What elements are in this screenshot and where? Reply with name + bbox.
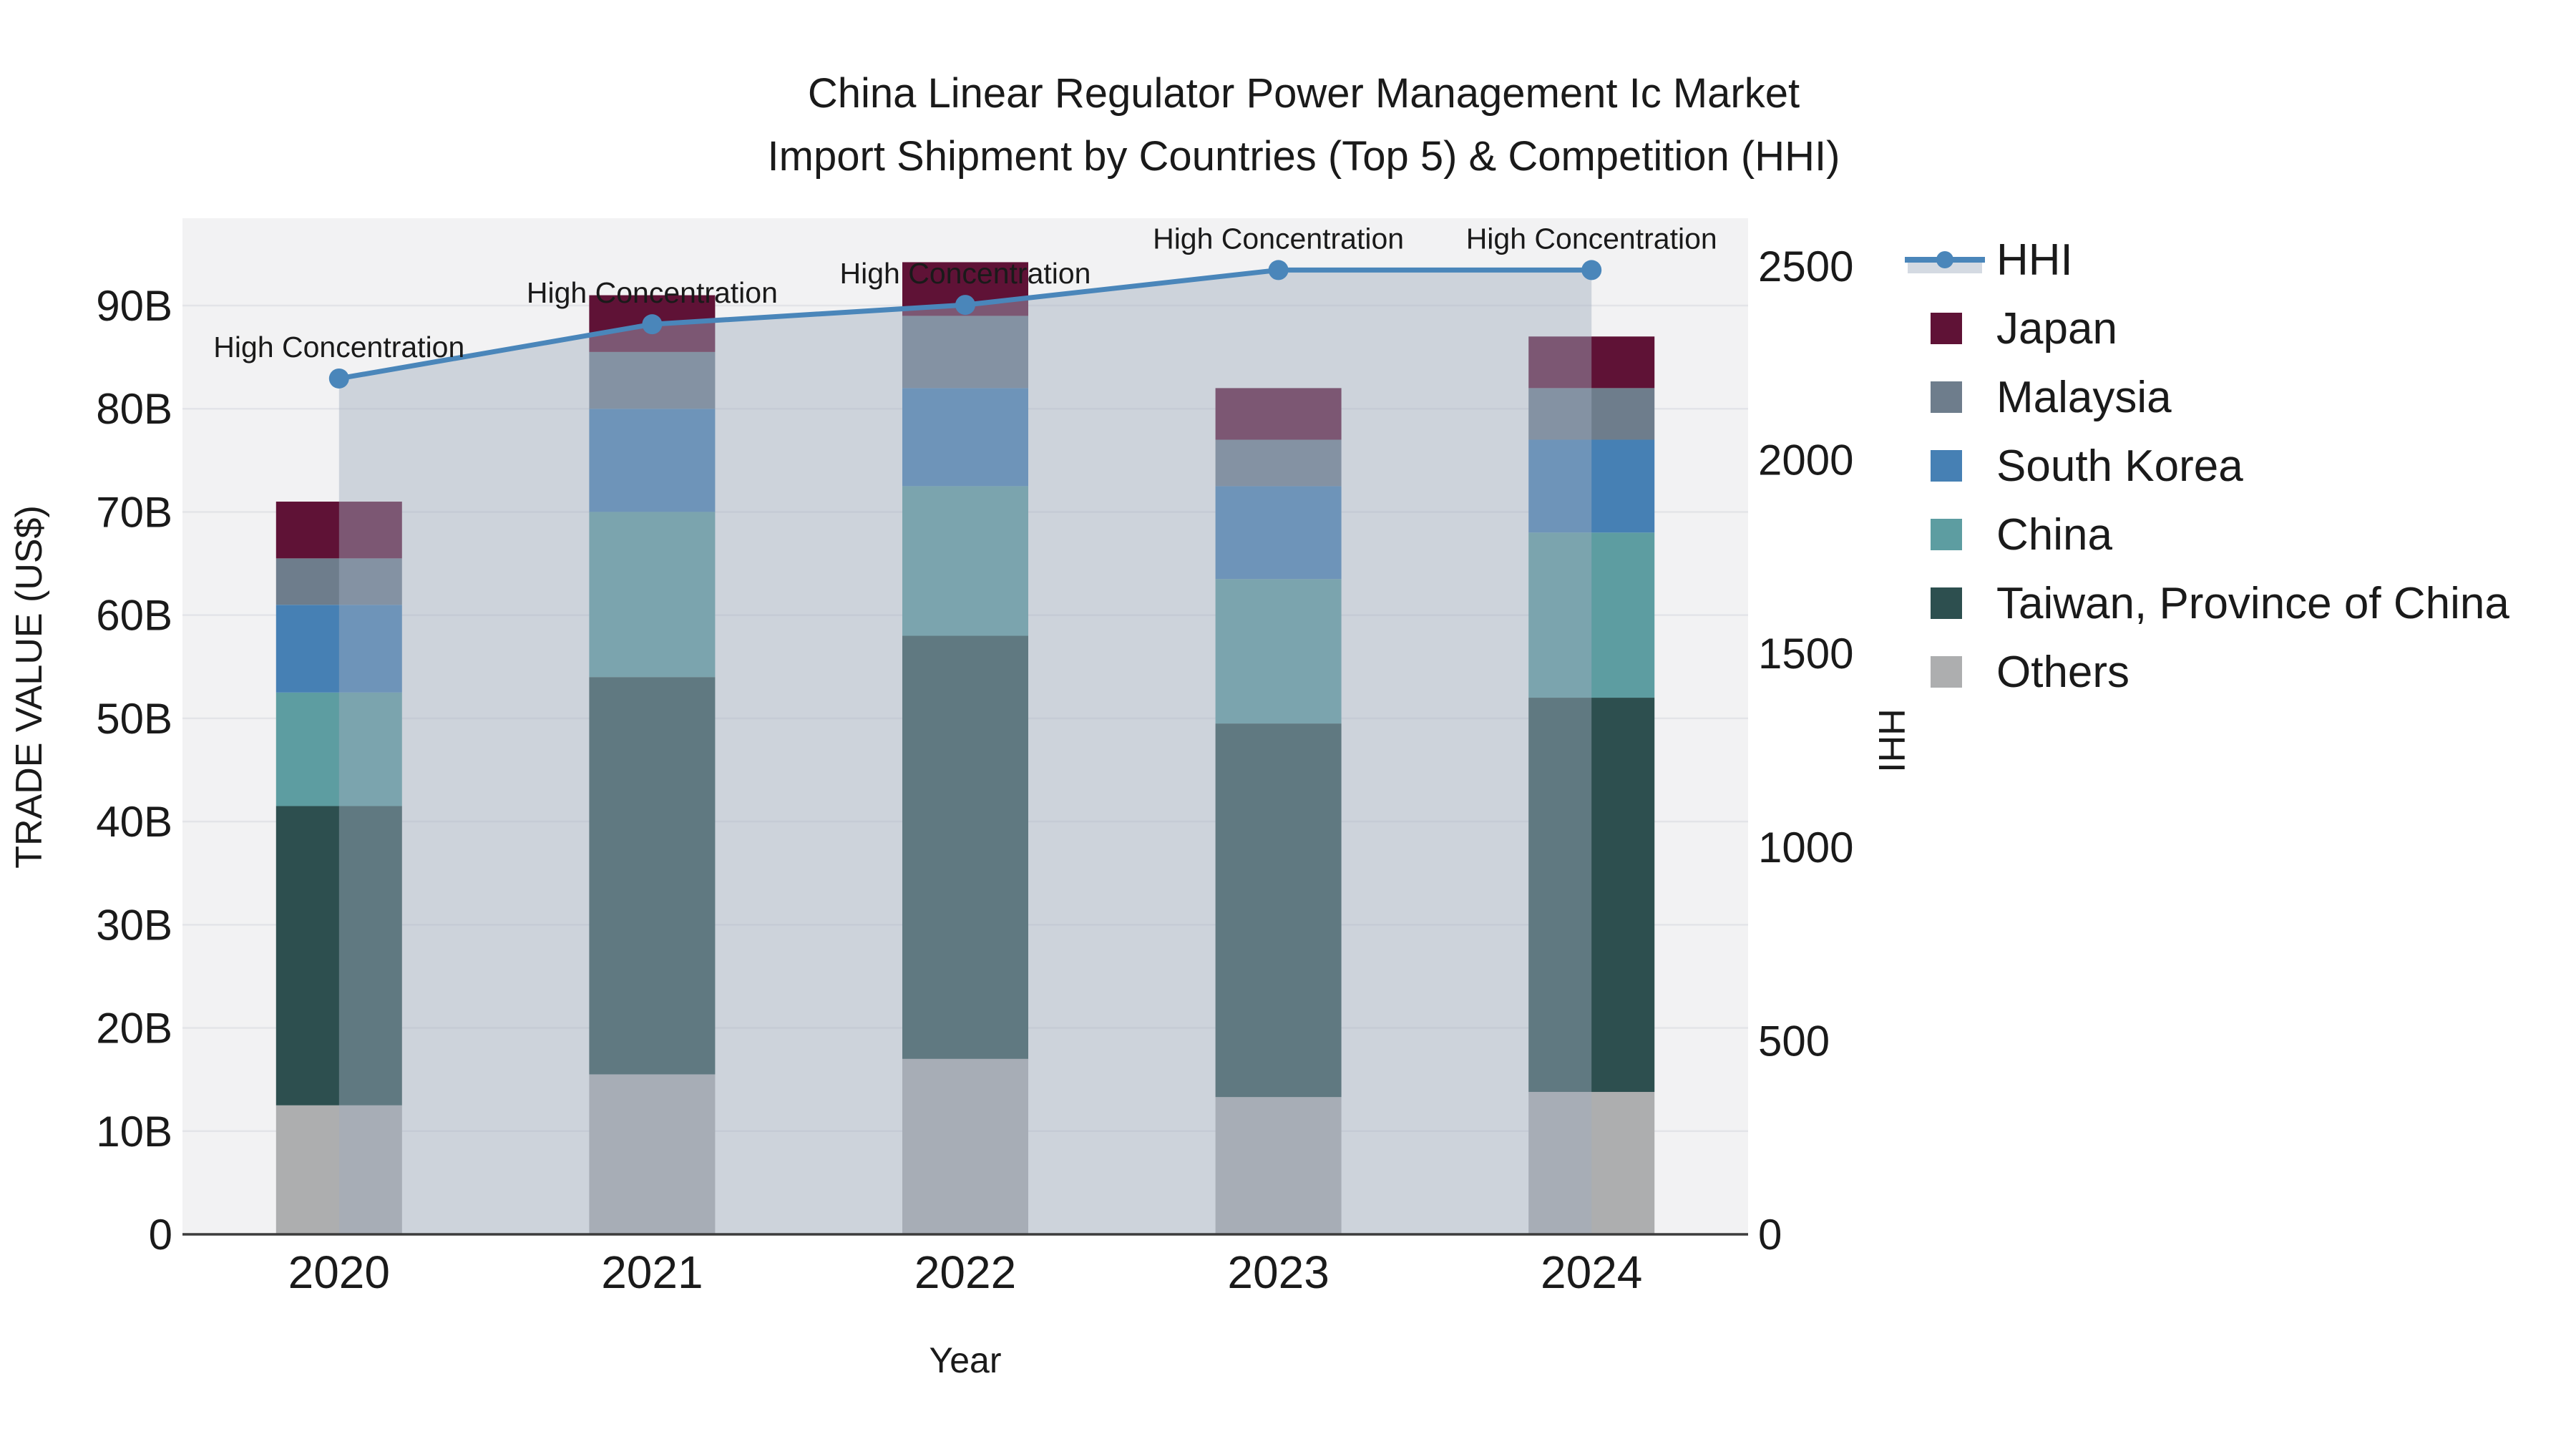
bar-2024-malaysia[interactable] xyxy=(1528,388,1655,440)
bar-2020-japan[interactable] xyxy=(275,502,402,559)
right-tick-1500: 1500 xyxy=(1758,630,1853,678)
x-tick-2024: 2024 xyxy=(1541,1246,1642,1298)
legend-item-china[interactable]: China xyxy=(1931,510,2113,560)
bar-2024-china[interactable] xyxy=(1528,532,1655,698)
bar-2021-south-korea[interactable] xyxy=(589,409,716,512)
legend-item-japan[interactable]: Japan xyxy=(1931,304,2117,353)
legend-swatch-malaysia xyxy=(1931,381,1962,413)
legend-label-south-korea: South Korea xyxy=(1996,441,2243,491)
bar-2020-others[interactable] xyxy=(275,1105,402,1234)
legend: HHI Japan Malaysia South Korea China Taiwan, … xyxy=(1905,235,2509,697)
legend-swatch-others xyxy=(1931,656,1962,688)
left-tick-70B: 70B xyxy=(96,488,172,536)
hhi-marker-2020[interactable] xyxy=(328,368,349,389)
bar-2023-taiwan-province-of-china[interactable] xyxy=(1215,723,1342,1098)
bar-2024-others[interactable] xyxy=(1528,1091,1655,1234)
bar-2022-others[interactable] xyxy=(902,1058,1028,1234)
bar-2022-south-korea[interactable] xyxy=(902,388,1028,487)
right-tick-500: 500 xyxy=(1758,1017,1830,1065)
legend-item-malaysia[interactable]: Malaysia xyxy=(1931,373,2172,422)
left-tick-60B: 60B xyxy=(96,592,172,640)
x-tick-2022: 2022 xyxy=(914,1246,1016,1298)
bar-2022-china[interactable] xyxy=(902,486,1028,636)
left-axis-label: TRADE VALUE (US$) xyxy=(9,505,50,869)
hhi-marker-2022[interactable] xyxy=(955,295,975,316)
bar-2024-south-korea[interactable] xyxy=(1528,439,1655,533)
legend-label-china: China xyxy=(1996,510,2113,560)
hhi-marker-2024[interactable] xyxy=(1581,260,1602,280)
legend-item-others[interactable]: Others xyxy=(1931,648,2129,697)
right-tick-2500: 2500 xyxy=(1758,243,1853,291)
legend-swatch-taiwan-province-of-china xyxy=(1931,587,1962,619)
bar-2022-taiwan-province-of-china[interactable] xyxy=(902,635,1028,1059)
hhi-marker-2021[interactable] xyxy=(642,314,663,335)
legend-item-south-korea[interactable]: South Korea xyxy=(1931,441,2243,491)
x-tick-2023: 2023 xyxy=(1227,1246,1329,1298)
legend-label-malaysia: Malaysia xyxy=(1996,373,2172,422)
legend-item-hhi[interactable]: HHI xyxy=(1905,235,2073,285)
left-tick-50B: 50B xyxy=(96,695,172,743)
annotation-2021: High Concentration xyxy=(527,276,778,309)
bar-2021-taiwan-province-of-china[interactable] xyxy=(589,677,716,1075)
hhi-area-fill xyxy=(338,270,1592,1234)
bar-2020-china[interactable] xyxy=(275,692,402,806)
bar-2021-others[interactable] xyxy=(589,1074,716,1234)
bar-2023-others[interactable] xyxy=(1215,1097,1342,1234)
bar-2023-china[interactable] xyxy=(1215,579,1342,724)
bar-2020-taiwan-province-of-china[interactable] xyxy=(275,806,402,1106)
hhi-marker-2023[interactable] xyxy=(1268,260,1289,280)
bars xyxy=(275,262,1655,1234)
right-tick-2000: 2000 xyxy=(1758,436,1853,484)
legend-label-japan: Japan xyxy=(1996,304,2117,353)
left-tick-90B: 90B xyxy=(96,282,172,330)
chart-title-line2: Import Shipment by Countries (Top 5) & C… xyxy=(768,133,1840,180)
bar-2020-south-korea[interactable] xyxy=(275,605,402,693)
bar-2023-japan[interactable] xyxy=(1215,388,1342,440)
legend-swatch-south-korea xyxy=(1931,450,1962,482)
x-axis-label: Year xyxy=(929,1340,1001,1380)
bar-2020-malaysia[interactable] xyxy=(275,558,402,605)
bar-2023-south-korea[interactable] xyxy=(1215,486,1342,580)
left-tick-40B: 40B xyxy=(96,798,172,846)
legend-label-hhi: HHI xyxy=(1996,235,2073,285)
left-tick-0: 0 xyxy=(149,1211,172,1259)
bar-2021-china[interactable] xyxy=(589,512,716,678)
bar-2023-malaysia[interactable] xyxy=(1215,439,1342,487)
right-tick-0: 0 xyxy=(1758,1211,1782,1259)
left-tick-30B: 30B xyxy=(96,901,172,949)
chart-title-line1: China Linear Regulator Power Management … xyxy=(808,70,1800,117)
right-axis-label: HHI xyxy=(1870,708,1912,773)
annotation-2020: High Concentration xyxy=(213,331,464,364)
annotation-2022: High Concentration xyxy=(840,257,1091,290)
legend-label-taiwan-province-of-china: Taiwan, Province of China xyxy=(1996,579,2509,628)
legend-hhi-marker-icon xyxy=(1936,251,1953,268)
legend-item-taiwan-province-of-china[interactable]: Taiwan, Province of China xyxy=(1931,579,2509,628)
annotation-2023: High Concentration xyxy=(1153,222,1404,255)
right-tick-1000: 1000 xyxy=(1758,824,1853,872)
annotation-2024: High Concentration xyxy=(1466,222,1717,255)
bar-2024-taiwan-province-of-china[interactable] xyxy=(1528,698,1655,1092)
x-tick-2020: 2020 xyxy=(288,1246,390,1298)
bar-2021-malaysia[interactable] xyxy=(589,351,716,409)
left-tick-20B: 20B xyxy=(96,1005,172,1053)
legend-label-others: Others xyxy=(1996,648,2129,697)
left-tick-80B: 80B xyxy=(96,385,172,433)
x-tick-2021: 2021 xyxy=(601,1246,703,1298)
legend-swatch-china xyxy=(1931,519,1962,550)
bar-2022-malaysia[interactable] xyxy=(902,316,1028,389)
legend-swatch-japan xyxy=(1931,313,1962,344)
left-tick-10B: 10B xyxy=(96,1108,172,1156)
bar-2024-japan[interactable] xyxy=(1528,336,1655,389)
